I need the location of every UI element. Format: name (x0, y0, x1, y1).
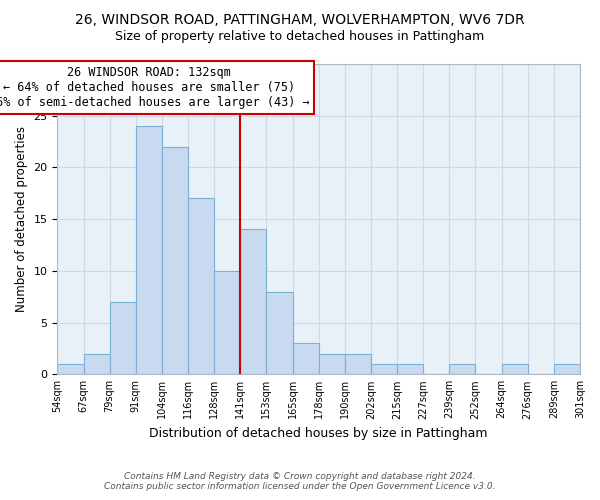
Bar (293, 344, 319, 374)
Bar (345, 354, 371, 374)
Bar (449, 364, 475, 374)
Bar (58, 364, 83, 374)
Bar (266, 292, 293, 374)
Bar (110, 302, 136, 374)
Bar (188, 198, 214, 374)
Bar (554, 364, 580, 374)
Bar (241, 230, 266, 374)
Text: Contains HM Land Registry data © Crown copyright and database right 2024.
Contai: Contains HM Land Registry data © Crown c… (104, 472, 496, 491)
Bar (371, 364, 397, 374)
Bar (214, 271, 241, 374)
Y-axis label: Number of detached properties: Number of detached properties (15, 126, 28, 312)
X-axis label: Distribution of detached houses by size in Pattingham: Distribution of detached houses by size … (149, 427, 488, 440)
Text: 26 WINDSOR ROAD: 132sqm
← 64% of detached houses are smaller (75)
36% of semi-de: 26 WINDSOR ROAD: 132sqm ← 64% of detache… (0, 66, 309, 109)
Bar (136, 126, 162, 374)
Bar (397, 364, 423, 374)
Bar (319, 354, 345, 374)
Bar (162, 146, 188, 374)
Bar (502, 364, 528, 374)
Bar (83, 354, 110, 374)
Text: 26, WINDSOR ROAD, PATTINGHAM, WOLVERHAMPTON, WV6 7DR: 26, WINDSOR ROAD, PATTINGHAM, WOLVERHAMP… (75, 12, 525, 26)
Text: Size of property relative to detached houses in Pattingham: Size of property relative to detached ho… (115, 30, 485, 43)
